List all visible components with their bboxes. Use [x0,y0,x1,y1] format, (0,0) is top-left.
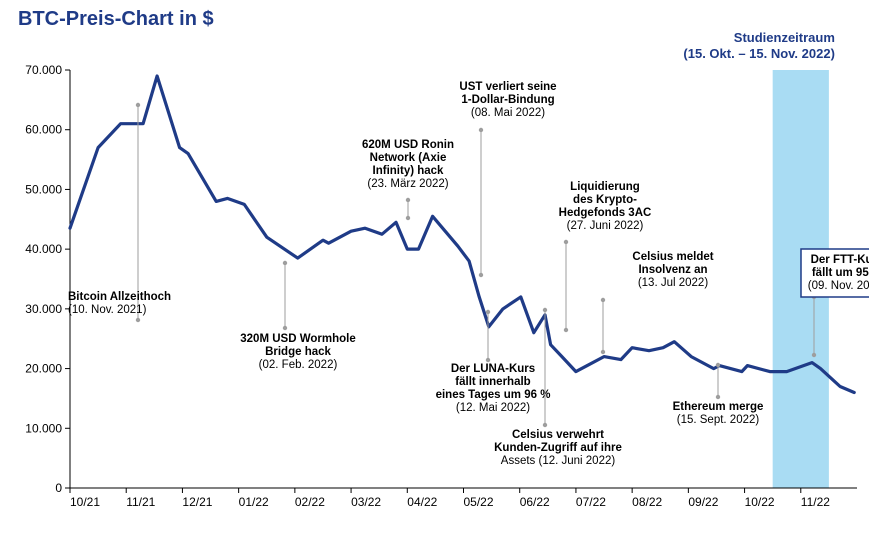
svg-text:11/21: 11/21 [126,495,155,509]
svg-text:06/22: 06/22 [520,495,550,509]
svg-text:04/22: 04/22 [407,495,437,509]
svg-text:03/22: 03/22 [351,495,381,509]
svg-text:08/22: 08/22 [632,495,662,509]
svg-text:Celsius meldetInsolvenz an(13.: Celsius meldetInsolvenz an(13. Jul 2022) [632,251,713,289]
svg-text:320M USD WormholeBridge hack(0: 320M USD WormholeBridge hack(02. Feb. 20… [240,333,355,371]
svg-text:01/22: 01/22 [239,495,269,509]
svg-text:10/21: 10/21 [70,495,100,509]
svg-text:Der FTT-Kursfällt um 95 %(09.: Der FTT-Kursfällt um 95 %(09. Nov. 2022) [808,254,869,292]
svg-text:07/22: 07/22 [576,495,606,509]
study-period-line2: (15. Okt. – 15. Nov. 2022) [683,46,835,61]
svg-text:Ethereum merge(15. Sept. 2022): Ethereum merge(15. Sept. 2022) [673,401,764,426]
chart-title: BTC-Preis-Chart in $ [18,8,214,31]
svg-text:40.000: 40.000 [25,242,62,256]
svg-text:Celsius verwehrtKunden-Zugriff: Celsius verwehrtKunden-Zugriff auf ihreA… [494,429,622,467]
study-period-line1: Studienzeitraum [734,30,835,45]
svg-text:60.000: 60.000 [25,123,62,137]
svg-text:30.000: 30.000 [25,302,62,316]
svg-text:12/21: 12/21 [182,495,212,509]
svg-text:11/22: 11/22 [801,495,830,509]
svg-text:05/22: 05/22 [464,495,494,509]
chart-area: 0 10.000 20.000 30.000 40.000 50.000 60.000 70.… [18,60,869,520]
btc-line-chart: 0 10.000 20.000 30.000 40.000 50.000 60.000 70.… [18,60,869,520]
svg-text:Liquidierungdes Krypto-Hedgefo: Liquidierungdes Krypto-Hedgefonds 3AC(27… [559,181,652,232]
svg-text:UST verliert seine1-Dollar-Bin: UST verliert seine1-Dollar-Bindung(08. M… [459,81,556,119]
svg-text:10/22: 10/22 [745,495,775,509]
svg-text:50.000: 50.000 [25,182,62,196]
svg-text:20.000: 20.000 [25,362,62,376]
study-period-label: Studienzeitraum (15. Okt. – 15. Nov. 202… [683,30,835,63]
svg-text:Bitcoin Allzeithoch(10. Nov. 2: Bitcoin Allzeithoch(10. Nov. 2021) [68,291,171,316]
svg-text:70.000: 70.000 [25,63,62,77]
svg-text:09/22: 09/22 [688,495,718,509]
svg-text:0: 0 [55,481,62,495]
svg-text:620M USD RoninNetwork (AxieInf: 620M USD RoninNetwork (AxieInfinity) hac… [362,139,454,190]
svg-text:Der LUNA-Kursfällt innerhalbei: Der LUNA-Kursfällt innerhalbeines Tages … [436,363,551,414]
svg-text:10.000: 10.000 [25,421,62,435]
svg-text:02/22: 02/22 [295,495,325,509]
